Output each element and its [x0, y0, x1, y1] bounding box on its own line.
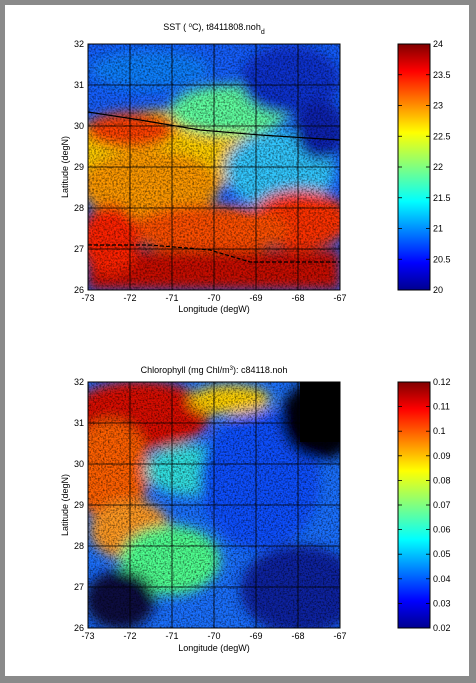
chl-y-axis-label: Latitude (degN) — [60, 474, 70, 536]
chl-plot-frame — [87, 381, 341, 629]
sst-colorbar-tick-label: 23 — [433, 101, 443, 111]
chl-colorbar-tick-label: 0.11 — [433, 402, 450, 412]
chl-y-tick-label: 32 — [74, 377, 84, 387]
sst-x-tick-label: -69 — [249, 293, 262, 303]
chl-x-tick-label: -69 — [249, 631, 262, 641]
sst-panel: -73 -72 -71 -70 -69 -68 -67 26 27 28 29 30 31 32 SST… — [60, 22, 451, 314]
chl-colorbar-tick-label: 0.07 — [433, 500, 451, 510]
chl-y-tick-label: 29 — [74, 500, 84, 510]
chl-colorbar-tick-label: 0.09 — [433, 451, 451, 461]
chl-y-tick-label: 31 — [74, 418, 84, 428]
sst-x-tick-label: -72 — [123, 293, 136, 303]
sst-x-axis-label: Longitude (degW) — [178, 304, 250, 314]
sst-y-tick-label: 32 — [74, 39, 84, 49]
chl-y-ticks: 26 27 28 29 30 31 32 — [74, 377, 84, 633]
sst-title: SST ( oC), t8411808.nohd — [163, 22, 265, 36]
chl-x-tick-label: -67 — [333, 631, 346, 641]
sst-y-tick-label: 30 — [74, 121, 84, 131]
chl-colorbar-ticks: 0.02 0.03 0.04 0.05 0.06 0.07 0.08 0.09 0.1 0.11 0… — [398, 377, 451, 633]
sst-x-tick-label: -71 — [165, 293, 178, 303]
chl-x-tick-label: -72 — [123, 631, 136, 641]
chl-x-tick-label: -70 — [207, 631, 220, 641]
chl-colorbar-tick-label: 0.05 — [433, 549, 451, 559]
chl-colorbar-tick-label: 0.12 — [433, 377, 451, 387]
sst-x-tick-label: -67 — [333, 293, 346, 303]
sst-x-tick-label: -68 — [291, 293, 304, 303]
sst-y-axis-label: Latitude (degN) — [60, 136, 70, 198]
sst-y-tick-label: 31 — [74, 80, 84, 90]
chl-colorbar-tick-label: 0.03 — [433, 598, 451, 608]
sst-colorbar-tick-label: 21 — [433, 224, 443, 234]
chl-x-tick-label: -68 — [291, 631, 304, 641]
chl-x-tick-label: -73 — [81, 631, 94, 641]
sst-colorbar-tick-label: 22.5 — [433, 131, 451, 141]
sst-colorbar-tick-label: 21.5 — [433, 193, 451, 203]
sst-x-tick-label: -70 — [207, 293, 220, 303]
sst-y-tick-label: 27 — [74, 244, 84, 254]
sst-colorbar-tick-label: 20.5 — [433, 254, 451, 264]
sst-colorbar-tick-label: 23.5 — [433, 70, 451, 80]
sst-y-tick-label: 26 — [74, 285, 84, 295]
sst-plot-frame — [87, 43, 341, 291]
sst-y-ticks: 26 27 28 29 30 31 32 — [74, 39, 84, 295]
sst-colorbar-tick-label: 20 — [433, 285, 443, 295]
chl-y-tick-label: 28 — [74, 541, 84, 551]
chl-colorbar-tick-label: 0.02 — [433, 623, 451, 633]
chl-panel: -73 -72 -71 -70 -69 -68 -67 26 27 28 29 30 31 32 Chl… — [60, 365, 451, 653]
chl-heatmap-image — [88, 382, 340, 628]
chl-y-tick-label: 27 — [74, 582, 84, 592]
chl-x-ticks: -73 -72 -71 -70 -69 -68 -67 — [81, 631, 346, 641]
sst-y-tick-label: 29 — [74, 162, 84, 172]
sst-colorbar-tick-label: 24 — [433, 39, 443, 49]
chl-colorbar-tick-label: 0.04 — [433, 574, 451, 584]
sst-colorbar-ticks: 20 20.5 21 21.5 22 22.5 23 23.5 24 — [398, 39, 451, 295]
chl-colorbar — [398, 382, 430, 628]
sst-y-tick-label: 28 — [74, 203, 84, 213]
chl-y-tick-label: 26 — [74, 623, 84, 633]
chl-title: Chlorophyll (mg Chl/m3): c84118.noh — [141, 365, 288, 375]
sst-colorbar-tick-label: 22 — [433, 162, 443, 172]
chl-x-tick-label: -71 — [165, 631, 178, 641]
sst-colorbar — [398, 44, 430, 290]
chl-x-axis-label: Longitude (degW) — [178, 643, 250, 653]
sst-x-ticks: -73 -72 -71 -70 -69 -68 -67 — [81, 293, 346, 303]
chl-colorbar-tick-label: 0.06 — [433, 525, 451, 535]
sst-x-tick-label: -73 — [81, 293, 94, 303]
chl-y-tick-label: 30 — [74, 459, 84, 469]
chl-colorbar-tick-label: 0.08 — [433, 475, 451, 485]
chl-colorbar-tick-label: 0.1 — [433, 426, 446, 436]
